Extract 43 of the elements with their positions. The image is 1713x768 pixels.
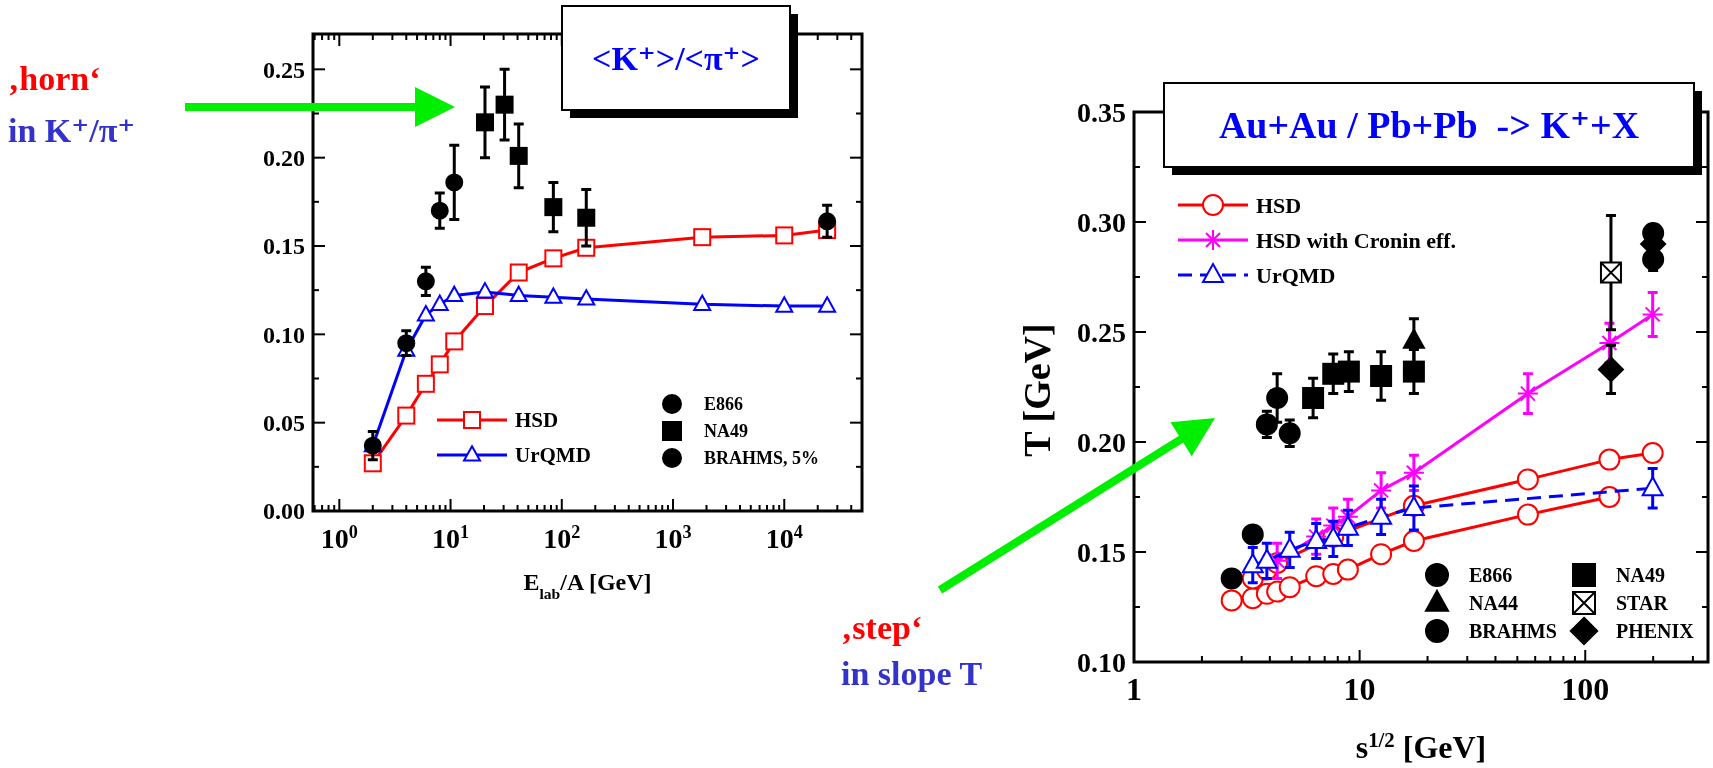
legend-label: E866 [1469, 564, 1513, 586]
y-axis-title: T [GeV] [1016, 323, 1058, 457]
text: in K⁺/π⁺ [8, 112, 136, 149]
legend-label: NA49 [704, 421, 748, 442]
y-tick-label: 0.15 [1077, 536, 1126, 568]
x-tick-label: 10$^{0}$ [320, 522, 358, 554]
legend-label: HSD [1256, 192, 1302, 218]
text: in slope T [841, 655, 983, 692]
legend-label: UrQMD [515, 443, 591, 468]
y-tick-label: 0.20 [1077, 426, 1126, 458]
y-tick-label: 0.00 [263, 498, 305, 525]
legend-label: NA49 [1616, 564, 1665, 586]
x-axis-title: s$^{1/2}$ [GeV] [1355, 727, 1487, 765]
x-tick-label: 10$^{2}$ [543, 522, 581, 554]
y-tick-label: 0.30 [1077, 206, 1126, 238]
legend-label: UrQMD [1256, 262, 1336, 288]
y-tick-label: 0.15 [263, 233, 305, 260]
legend-label: NA44 [1469, 592, 1518, 614]
legend-label: BRAHMS, 5% [704, 448, 820, 469]
legend-label: PHENIX [1616, 620, 1695, 642]
text: ‚step‘ [841, 609, 923, 646]
legend-label: E866 [704, 394, 744, 415]
x-tick-label: 10 [1343, 671, 1376, 707]
chart-title: <K⁺>/<π⁺> [592, 39, 760, 77]
legend-label: HSD with Cronin eff. [1256, 227, 1457, 253]
x-tick-label: 10$^{1}$ [432, 522, 470, 554]
chart-title: Au+Au / Pb+Pb -> K⁺+X [1218, 104, 1640, 147]
legend-label: STAR [1616, 592, 1669, 614]
y-tick-label: 0.10 [1077, 646, 1126, 678]
x-tick-label: 10$^{4}$ [765, 522, 803, 554]
legend-label: HSD [515, 408, 559, 433]
text: ‚horn‘ [8, 60, 101, 97]
x-tick-label: 100 [1561, 671, 1610, 707]
y-tick-label: 0.25 [1077, 316, 1126, 348]
x-tick-label: 10$^{3}$ [654, 522, 692, 554]
y-tick-label: 0.20 [263, 145, 305, 172]
legend-label: BRAHMS [1469, 620, 1557, 642]
x-axis-title: E$_{lab}$/A [GeV] [523, 569, 652, 602]
y-tick-label: 0.10 [263, 321, 305, 348]
y-tick-label: 0.35 [1077, 96, 1126, 128]
y-tick-label: 0.25 [263, 56, 305, 83]
x-tick-label: 1 [1126, 671, 1142, 707]
y-tick-label: 0.05 [263, 410, 305, 437]
